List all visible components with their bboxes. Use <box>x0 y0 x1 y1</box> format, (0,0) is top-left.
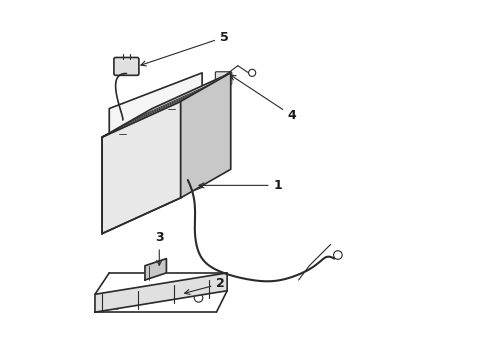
Polygon shape <box>181 73 231 198</box>
Text: 5: 5 <box>141 31 229 66</box>
Polygon shape <box>145 258 167 280</box>
Text: 1: 1 <box>199 179 282 192</box>
Polygon shape <box>109 73 202 223</box>
Text: 2: 2 <box>185 277 225 294</box>
Polygon shape <box>95 273 227 312</box>
FancyBboxPatch shape <box>215 72 232 85</box>
FancyBboxPatch shape <box>114 58 139 75</box>
Text: 4: 4 <box>230 75 296 122</box>
Text: 3: 3 <box>155 231 164 265</box>
Polygon shape <box>102 102 181 234</box>
Polygon shape <box>102 73 231 137</box>
